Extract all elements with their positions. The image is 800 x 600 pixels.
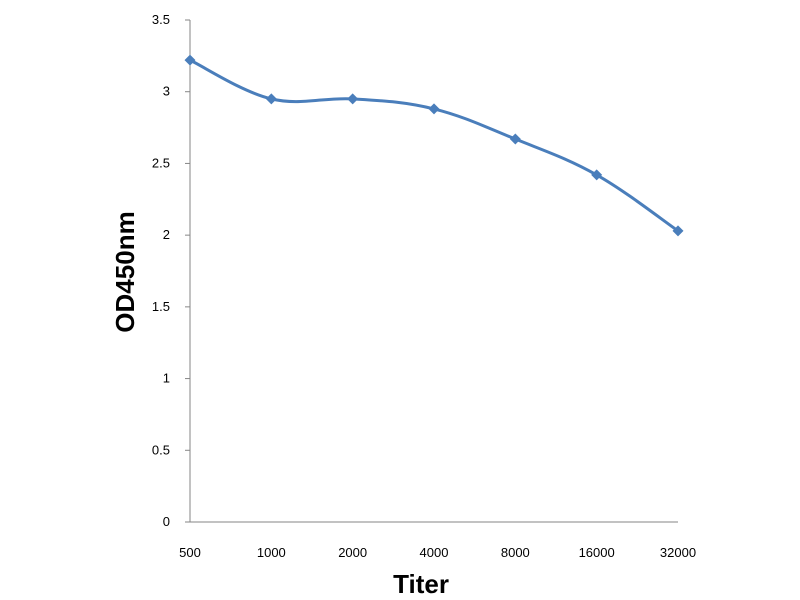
x-tick-label: 500 [179,545,201,560]
x-tick-label: 2000 [338,545,367,560]
x-tick-label: 4000 [420,545,449,560]
x-tick-label: 8000 [501,545,530,560]
y-tick-label: 1 [163,371,170,386]
data-point-marker [428,103,440,115]
x-axis-ticks: 500 1000 2000 4000 8000 16000 32000 [179,545,696,560]
y-axis-ticks: 0 0.5 1 1.5 2 2.5 3 3.5 [152,12,190,529]
y-tick-label: 2 [163,227,170,242]
y-tick-label: 2.5 [152,155,170,170]
y-tick-label: 3.5 [152,12,170,27]
y-tick-label: 3 [163,84,170,99]
y-tick-label: 1.5 [152,299,170,314]
y-tick-label: 0.5 [152,442,170,457]
y-tick-label: 0 [163,514,170,529]
data-point-marker [265,93,277,105]
data-point-marker [591,169,603,181]
x-tick-label: 16000 [579,545,615,560]
data-point-marker [184,54,196,66]
data-point-marker [347,93,359,105]
series-layer [184,54,684,237]
data-point-marker [672,225,684,237]
x-tick-label: 32000 [660,545,696,560]
series-line [189,58,679,233]
x-tick-label: 1000 [257,545,286,560]
y-axis-title: OD450nm [110,211,140,332]
data-point-marker [509,133,521,145]
x-axis-title: Titer [393,569,449,599]
